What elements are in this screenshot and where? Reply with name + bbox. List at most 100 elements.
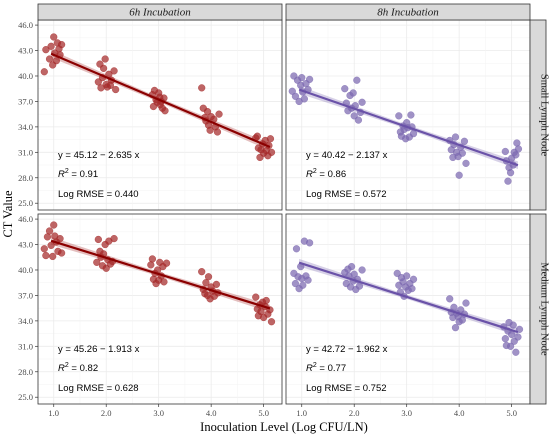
data-point [460,137,469,145]
strip-top-0 [37,3,283,21]
data-point [291,279,300,288]
panel-1: y = 40.42 − 2.137 x R2 = 0.86 Log RMSE = 0… [285,19,531,211]
panel-background [38,20,282,210]
x-tick-label: 2.0 [101,408,112,418]
strip-label-row-1: Medium Lymph Node [539,262,550,356]
data-point [40,245,48,253]
strip-right-0 [529,19,547,211]
data-point [147,261,155,269]
x-tick-label: 1.0 [48,408,59,418]
data-point [58,40,66,49]
data-point [458,149,466,157]
y-tick-label: 34.0 [18,122,33,132]
x-tick-label: 3.0 [401,408,412,418]
data-point [253,132,261,140]
data-point [306,75,314,83]
regression-line [298,261,519,334]
data-point [512,151,520,159]
rmse-label: Log RMSE = 0.440 [58,189,139,200]
r-squared-label: R2 = 0.77 [306,362,346,374]
data-point [212,280,221,289]
data-point [110,67,118,75]
y-tick-label: 46.0 [18,20,33,30]
data-point [291,92,300,100]
y-tick-label: 31.0 [18,341,33,351]
data-point [50,33,58,41]
y-tick-label: 37.0 [18,290,33,300]
data-point [49,252,57,261]
data-point [395,112,403,120]
data-point [94,235,102,244]
data-point [347,262,356,271]
data-point [257,307,265,316]
strip-right-1 [529,213,547,405]
data-point [204,273,213,281]
data-point [47,42,55,50]
rmse-label: Log RMSE = 0.628 [58,383,139,394]
data-point [42,46,50,54]
x-tick-label: 4.0 [206,408,217,418]
x-tick-label: 2.0 [349,408,360,418]
data-point [512,348,520,356]
data-point [262,296,270,305]
regression-line [298,88,519,167]
data-point [42,251,50,260]
data-point [514,333,522,341]
data-point [93,258,101,266]
data-point [358,266,366,274]
data-point [514,145,523,153]
r-squared-label: R2 = 0.82 [58,362,98,374]
data-point [267,318,276,326]
data-point [446,295,454,303]
data-point [354,116,363,124]
data-point [451,133,460,141]
data-point [506,342,515,350]
data-point [40,68,48,76]
r-squared-label: R2 = 0.86 [306,168,346,180]
data-point [292,245,301,253]
data-point [162,259,171,267]
y-tick-label: 43.0 [18,46,33,56]
panel-border [37,213,283,405]
data-point [306,239,314,247]
x-tick-label: 4.0 [454,408,465,418]
regression-line [50,239,271,310]
data-point [160,278,168,286]
data-point [252,293,260,301]
data-point [203,108,212,116]
y-tick-label: 37.0 [18,96,33,106]
data-point [198,268,206,276]
strip-label-row-0: Small Lymph Node [539,74,550,157]
strip-labels-layer: 6h Incubation 8h Incubation Small Lymph No… [37,3,550,405]
data-point [52,57,60,65]
data-point [215,110,223,118]
data-point [202,279,210,287]
data-point [112,85,120,94]
y-tick-label: 43.0 [18,240,33,250]
equation-label: y = 40.42 − 2.137 x [306,150,388,161]
data-point [47,241,55,249]
y-tick-label: 40.0 [18,265,33,275]
data-point [266,135,275,143]
r-squared-label: R2 = 0.91 [58,168,98,180]
data-point [45,55,54,63]
data-point [300,95,308,103]
data-point [409,275,418,283]
data-point [509,321,517,329]
x-tick-label: 5.0 [258,408,269,418]
data-point [198,84,206,92]
data-point [50,221,58,229]
regression-line [50,52,271,148]
y-axis-title: CT Value [1,190,15,238]
y-tick-label: 25.0 [18,198,33,208]
data-point [341,85,349,93]
data-point [299,281,307,289]
panel-background [286,214,530,404]
data-point [349,89,357,97]
rmse-label: Log RMSE = 0.752 [306,383,387,394]
data-point [409,130,418,138]
strip-label-column-1: 8h Incubation [377,7,439,19]
y-tick-label: 28.0 [18,367,33,377]
data-point [501,335,509,343]
